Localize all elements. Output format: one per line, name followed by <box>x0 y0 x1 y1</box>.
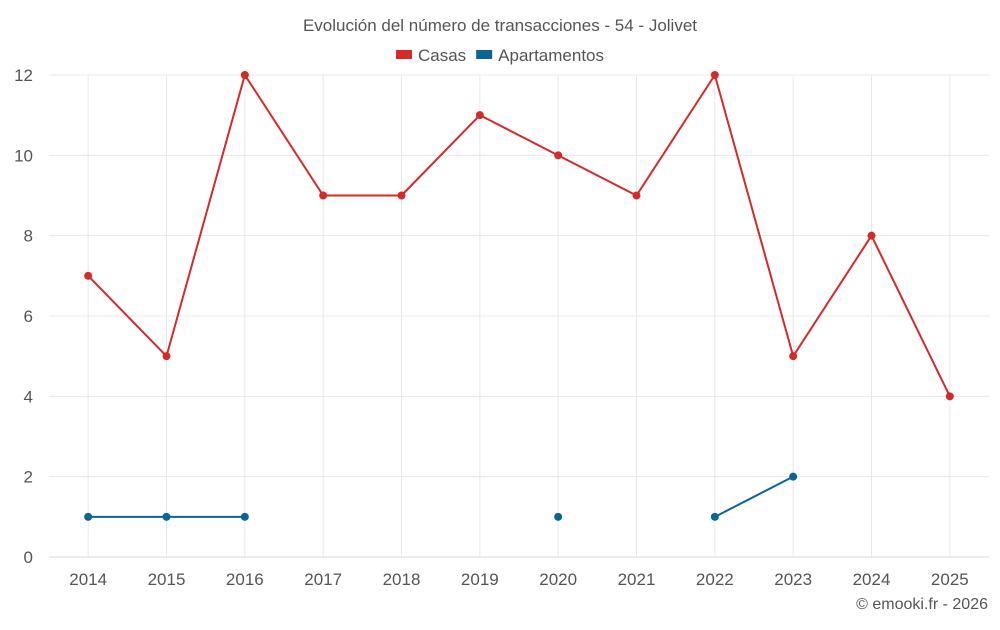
data-point[interactable] <box>84 512 93 521</box>
x-tick-label: 2018 <box>383 570 421 589</box>
x-axis: 2014 2015 2016 2017 2018 2019 2020 2021 2022 2023… <box>49 556 989 589</box>
data-point[interactable] <box>397 191 406 200</box>
y-tick-label: 2 <box>24 468 33 487</box>
data-point[interactable] <box>554 512 563 521</box>
legend-label: Apartamentos <box>498 46 604 65</box>
x-tick-label: 2019 <box>461 570 499 589</box>
grid <box>49 74 989 558</box>
data-point[interactable] <box>475 111 484 120</box>
x-tick-label: 2023 <box>774 570 812 589</box>
y-tick-label: 4 <box>24 387 33 406</box>
legend-swatch <box>395 50 412 59</box>
legend-item-apartamentos[interactable]: Apartamentos <box>476 46 604 65</box>
y-tick-label: 8 <box>24 227 33 246</box>
data-point[interactable] <box>945 392 954 401</box>
x-tick-label: 2024 <box>853 570 891 589</box>
x-tick-label: 2015 <box>148 570 186 589</box>
legend-item-casas[interactable]: Casas <box>395 46 466 65</box>
x-tick-label: 2017 <box>304 570 342 589</box>
data-point[interactable] <box>162 352 171 361</box>
legend-swatch <box>476 50 493 59</box>
data-point[interactable] <box>710 512 719 521</box>
series-casas <box>84 71 954 401</box>
data-point[interactable] <box>240 512 249 521</box>
data-point[interactable] <box>789 472 798 481</box>
y-tick-label: 0 <box>24 548 33 567</box>
credit-text: © emooki.fr - 2026 <box>856 596 988 613</box>
data-point[interactable] <box>632 191 641 200</box>
data-point[interactable] <box>867 231 876 240</box>
y-axis: 0 2 4 6 8 10 12 <box>14 66 33 567</box>
chart-title: Evolución del número de transacciones - … <box>303 16 697 35</box>
y-tick-label: 12 <box>14 66 33 85</box>
data-point[interactable] <box>710 71 719 79</box>
data-point[interactable] <box>789 352 798 361</box>
series-line <box>87 74 951 397</box>
series-apartamentos <box>84 472 798 521</box>
x-tick-label: 2025 <box>931 570 969 589</box>
data-point[interactable] <box>162 512 171 521</box>
x-tick-label: 2020 <box>539 570 577 589</box>
x-tick-label: 2014 <box>69 570 107 589</box>
y-tick-label: 6 <box>24 307 33 326</box>
data-point[interactable] <box>240 71 249 79</box>
data-point[interactable] <box>319 191 328 200</box>
data-point[interactable] <box>554 151 563 160</box>
x-tick-label: 2021 <box>618 570 656 589</box>
series-layer <box>84 71 954 521</box>
data-point[interactable] <box>84 271 93 280</box>
series-line <box>714 475 794 518</box>
y-tick-label: 10 <box>14 146 33 165</box>
legend-label: Casas <box>418 46 466 65</box>
x-tick-label: 2022 <box>696 570 734 589</box>
legend: Casas Apartamentos <box>395 46 604 65</box>
x-tick-label: 2016 <box>226 570 264 589</box>
